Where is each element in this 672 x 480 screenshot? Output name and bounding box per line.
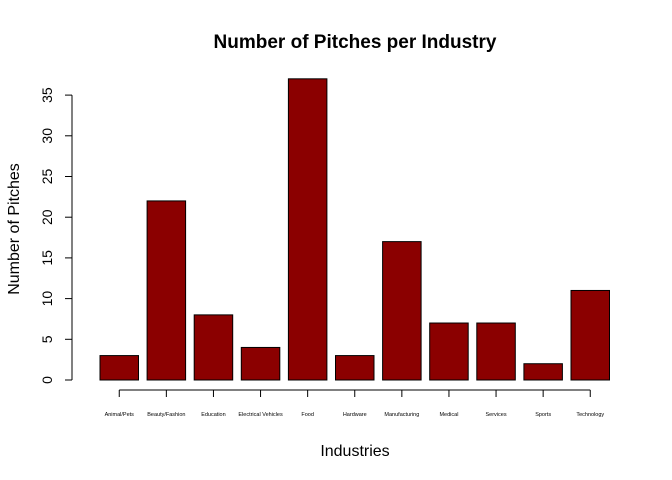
y-tick-label: 35 bbox=[39, 87, 55, 103]
x-tick-label: Services bbox=[486, 412, 507, 418]
x-axis: Animal/Pets Beauty/Fashion Education Electr… bbox=[105, 389, 604, 418]
bar-series bbox=[99, 78, 610, 381]
y-axis: 0 5 10 15 20 25 30 35 bbox=[39, 87, 73, 384]
y-tick-label: 20 bbox=[39, 209, 55, 225]
x-tick-label: Education bbox=[201, 412, 225, 418]
y-tick-label: 10 bbox=[39, 291, 55, 307]
x-tick-label: Medical bbox=[439, 412, 458, 418]
y-tick-label: 5 bbox=[39, 335, 55, 343]
y-tick-label: 25 bbox=[39, 169, 55, 185]
x-tick-label: Manufacturing bbox=[384, 412, 419, 418]
x-tick-label: Beauty/Fashion bbox=[147, 412, 185, 418]
x-tick-label: Electrical Vehicles bbox=[238, 412, 283, 418]
bar bbox=[99, 355, 139, 381]
bar bbox=[523, 363, 563, 381]
y-tick-label: 0 bbox=[39, 376, 55, 384]
bar bbox=[429, 322, 469, 381]
y-axis-label: Number of Pitches bbox=[6, 163, 23, 295]
bar bbox=[382, 241, 422, 381]
y-tick-label: 15 bbox=[39, 250, 55, 266]
bar bbox=[570, 289, 610, 381]
y-tick-label: 30 bbox=[39, 128, 55, 144]
x-axis-label: Industries bbox=[320, 443, 389, 460]
x-tick-label: Sports bbox=[535, 412, 551, 418]
x-tick-label: Hardware bbox=[343, 412, 367, 418]
bar bbox=[476, 322, 516, 381]
x-tick-label: Animal/Pets bbox=[105, 412, 135, 418]
chart-title: Number of Pitches per Industry bbox=[214, 32, 497, 53]
x-tick-label: Technology bbox=[576, 412, 604, 418]
bar bbox=[146, 200, 187, 381]
bar bbox=[335, 355, 375, 381]
bar bbox=[193, 314, 234, 381]
x-tick-label: Food bbox=[301, 412, 314, 418]
bar bbox=[287, 78, 328, 381]
bar bbox=[240, 346, 281, 381]
